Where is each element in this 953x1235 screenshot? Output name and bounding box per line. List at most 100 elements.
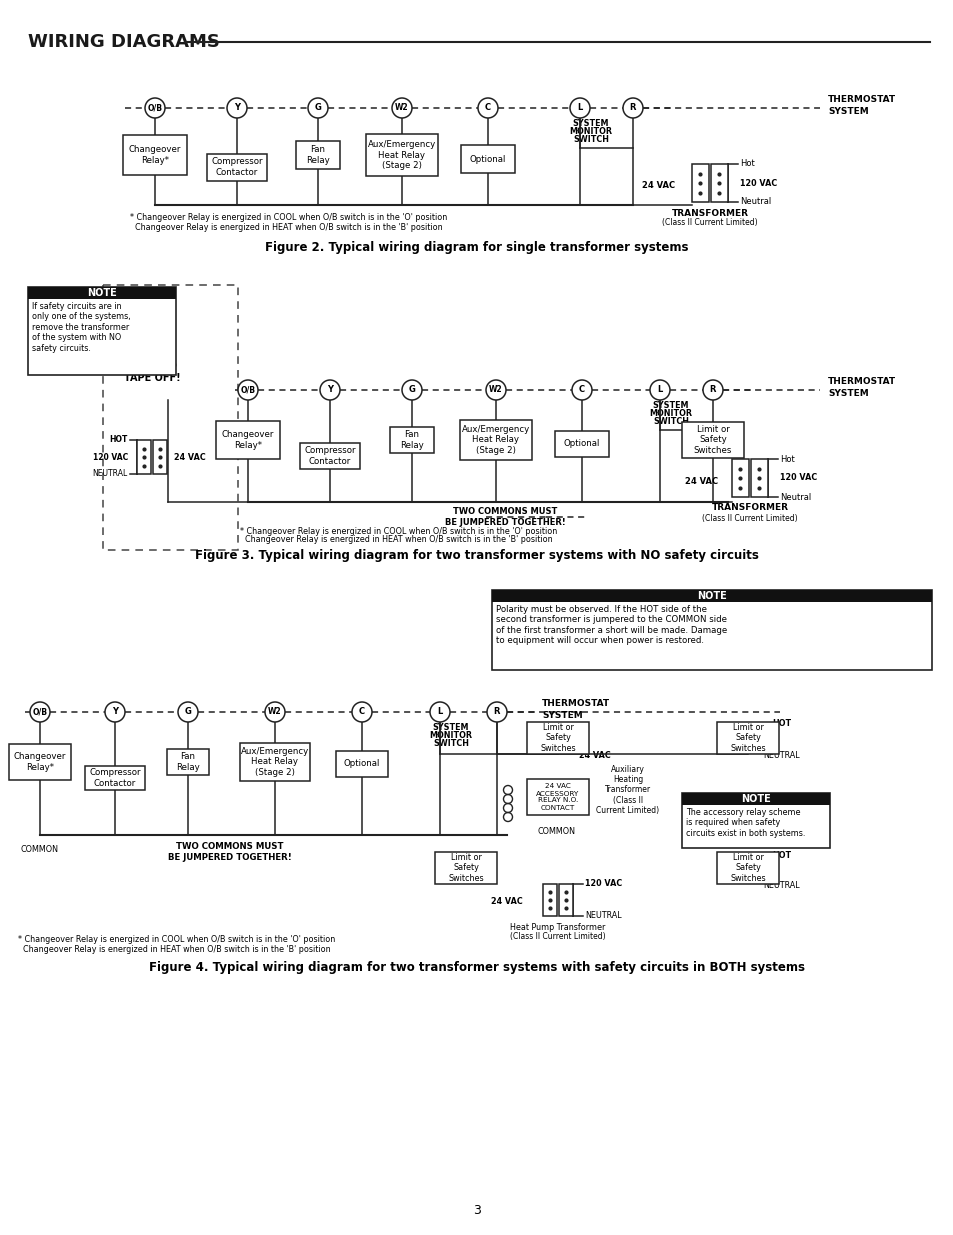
Bar (750, 459, 767, 496)
Circle shape (430, 701, 450, 722)
Text: Optional: Optional (343, 760, 380, 768)
Bar (731, 459, 748, 496)
Text: NEUTRAL: NEUTRAL (763, 881, 800, 889)
Text: Polarity must be observed. If the HOT side of the
second transformer is jumpered: Polarity must be observed. If the HOT si… (496, 605, 726, 645)
Text: * Changeover Relay is energized in COOL when O/B switch is in the 'O' position: * Changeover Relay is energized in COOL … (240, 526, 557, 536)
Text: NEUTRAL: NEUTRAL (92, 469, 128, 478)
Text: Changeover Relay is energized in HEAT when O/B switch is in the 'B' position: Changeover Relay is energized in HEAT wh… (18, 945, 331, 953)
Bar (207, 153, 267, 180)
Bar (710, 164, 727, 203)
Text: Compressor
Contactor: Compressor Contactor (211, 157, 262, 177)
Text: Limit or
Safety
Switches: Limit or Safety Switches (448, 853, 483, 883)
Text: Limit or
Safety
Switches: Limit or Safety Switches (693, 425, 731, 454)
Bar (526, 779, 588, 815)
Text: Hot: Hot (780, 454, 794, 463)
Circle shape (227, 98, 247, 119)
Text: Figure 4. Typical wiring diagram for two transformer systems with safety circuit: Figure 4. Typical wiring diagram for two… (149, 961, 804, 973)
Text: Aux/Emergency
Heat Relay
(Stage 2): Aux/Emergency Heat Relay (Stage 2) (368, 140, 436, 170)
Text: W2: W2 (395, 104, 409, 112)
Text: Optional: Optional (469, 154, 506, 163)
Circle shape (352, 701, 372, 722)
Bar (299, 443, 359, 469)
Text: NOTE: NOTE (87, 288, 117, 298)
Bar (137, 440, 151, 474)
Text: Figure 2. Typical wiring diagram for single transformer systems: Figure 2. Typical wiring diagram for sin… (265, 242, 688, 254)
Text: * Changeover Relay is energized in COOL when O/B switch is in the 'O' position: * Changeover Relay is energized in COOL … (130, 214, 447, 222)
Text: 3: 3 (473, 1203, 480, 1216)
Text: TWO COMMONS MUST
BE JUMPERED TOGETHER!: TWO COMMONS MUST BE JUMPERED TOGETHER! (168, 842, 292, 862)
Text: MONITOR: MONITOR (649, 410, 692, 419)
Text: SYSTEM: SYSTEM (827, 389, 868, 398)
Text: If safety circuits are in
only one of the systems,
remove the transformer
of the: If safety circuits are in only one of th… (32, 303, 131, 353)
Text: G: G (408, 385, 415, 394)
Circle shape (622, 98, 642, 119)
Circle shape (319, 380, 339, 400)
Text: SWITCH: SWITCH (433, 740, 469, 748)
Text: THERMOSTAT: THERMOSTAT (827, 95, 895, 105)
Bar (335, 751, 388, 777)
Text: Aux/Emergency
Heat Relay
(Stage 2): Aux/Emergency Heat Relay (Stage 2) (240, 747, 309, 777)
Circle shape (649, 380, 669, 400)
Text: COMMON: COMMON (537, 827, 576, 836)
Text: COMMON: COMMON (21, 845, 59, 853)
Circle shape (477, 98, 497, 119)
Circle shape (702, 380, 722, 400)
Text: Auxiliary
Heating
Transformer
(Class II
Current Limited): Auxiliary Heating Transformer (Class II … (596, 764, 659, 815)
Text: W2: W2 (268, 708, 281, 716)
Text: Y: Y (112, 708, 118, 716)
Bar (492, 590, 931, 601)
Text: SYSTEM: SYSTEM (572, 120, 609, 128)
Text: Heat Pump Transformer: Heat Pump Transformer (510, 924, 605, 932)
Bar (555, 431, 608, 457)
Text: L: L (657, 385, 662, 394)
Text: Limit or
Safety
Switches: Limit or Safety Switches (539, 724, 576, 753)
Text: G: G (184, 708, 192, 716)
Text: SWITCH: SWITCH (573, 136, 608, 144)
Circle shape (308, 98, 328, 119)
Text: Changeover
Relay*: Changeover Relay* (222, 430, 274, 450)
Text: 24 VAC: 24 VAC (173, 452, 206, 462)
Text: TWO COMMONS MUST
BE JUMPERED TOGETHER!: TWO COMMONS MUST BE JUMPERED TOGETHER! (444, 508, 565, 526)
Bar (460, 144, 515, 173)
Text: TRANSFORMER: TRANSFORMER (671, 209, 748, 217)
Text: G: G (314, 104, 321, 112)
Text: MONITOR: MONITOR (569, 127, 612, 137)
Text: C: C (358, 708, 365, 716)
Text: NEUTRAL: NEUTRAL (763, 752, 800, 761)
Bar (366, 135, 437, 177)
Text: 120 VAC: 120 VAC (584, 879, 621, 888)
Text: Aux/Emergency
Heat Relay
(Stage 2): Aux/Emergency Heat Relay (Stage 2) (461, 425, 530, 454)
Text: Y: Y (233, 104, 240, 112)
Text: (Class II Current Limited): (Class II Current Limited) (510, 932, 605, 941)
Bar (681, 793, 829, 805)
Text: 24 VAC: 24 VAC (684, 477, 718, 485)
Circle shape (392, 98, 412, 119)
Bar (295, 141, 339, 169)
Text: The accessory relay scheme
is required when safety
circuits exist in both system: The accessory relay scheme is required w… (685, 808, 804, 837)
Bar (459, 420, 532, 459)
Bar (390, 427, 434, 453)
Text: Changeover
Relay*: Changeover Relay* (129, 146, 181, 164)
Circle shape (178, 701, 198, 722)
Text: THERMOSTAT: THERMOSTAT (541, 699, 610, 709)
Bar (152, 440, 167, 474)
Text: Fan
Relay: Fan Relay (306, 146, 330, 164)
Circle shape (401, 380, 421, 400)
Circle shape (265, 701, 285, 722)
Text: WIRING DIAGRAMS: WIRING DIAGRAMS (28, 33, 219, 51)
Text: L: L (436, 708, 442, 716)
Text: HOT: HOT (772, 720, 791, 729)
Text: C: C (578, 385, 584, 394)
Text: SWITCH: SWITCH (652, 417, 688, 426)
Text: Neutral: Neutral (740, 198, 770, 206)
Text: Y: Y (327, 385, 333, 394)
Text: HOT: HOT (772, 851, 791, 860)
Bar (435, 852, 497, 884)
Text: MONITOR: MONITOR (429, 731, 472, 741)
Bar (240, 743, 310, 781)
Text: R: R (494, 708, 499, 716)
Text: Compressor
Contactor: Compressor Contactor (304, 446, 355, 466)
Text: SYSTEM: SYSTEM (541, 710, 582, 720)
Text: Changeover Relay is energized in HEAT when O/B switch is in the 'B' position: Changeover Relay is energized in HEAT wh… (240, 536, 552, 545)
Text: W2: W2 (489, 385, 502, 394)
